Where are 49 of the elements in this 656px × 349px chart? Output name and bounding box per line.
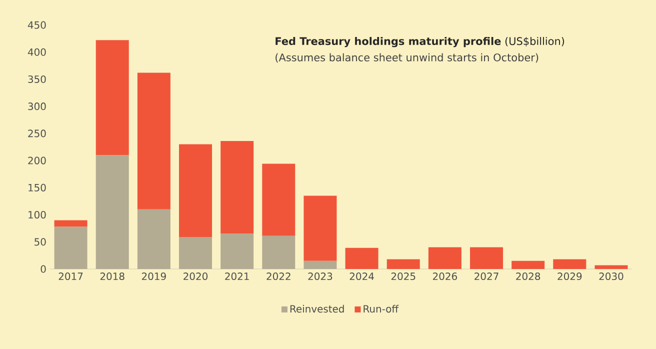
bar	[220, 141, 254, 234]
bar	[96, 40, 129, 156]
x-tick-label: 2018	[100, 272, 124, 280]
text: (Assumes balance sheet unwind starts in October)	[276, 53, 538, 63]
x-tick-label: 2020	[184, 272, 208, 280]
bar	[179, 144, 212, 238]
bar	[262, 236, 296, 269]
x-tick-label: 2027	[474, 272, 498, 280]
bar	[304, 196, 337, 261]
y-tick-label: 0	[40, 265, 46, 273]
bar	[137, 72, 170, 210]
x-tick-label: 2030	[599, 272, 624, 280]
x-tick-label: 2023	[308, 272, 332, 280]
x-tick-label: 2029	[558, 272, 582, 280]
text: Fed Treasury holdings maturity profile (US$billion)	[276, 36, 564, 48]
x-tick-label: 2024	[350, 272, 374, 280]
bar	[594, 265, 628, 269]
bar	[470, 247, 504, 269]
bar	[553, 259, 586, 269]
bar	[179, 237, 212, 269]
bar	[54, 226, 88, 269]
bar	[262, 164, 296, 236]
bar	[512, 260, 545, 269]
x-tick-label: 2028	[516, 272, 540, 280]
y-tick-label: 300	[28, 102, 46, 110]
bar	[345, 248, 378, 269]
bar	[96, 155, 129, 269]
bar	[54, 220, 88, 227]
y-tick-label: 200	[28, 156, 46, 164]
legend-label: Run-off	[364, 304, 399, 313]
bar	[220, 234, 254, 269]
bar	[428, 247, 462, 269]
x-tick-label: 2021	[225, 272, 249, 280]
x-tick-label: 2019	[142, 272, 166, 280]
legend-label: Reinvested	[290, 304, 344, 313]
x-tick-label: 2017	[58, 272, 83, 280]
x-tick-label: 2026	[432, 272, 457, 280]
x-tick-label: 2025	[391, 272, 416, 280]
y-tick-label: 150	[28, 184, 46, 192]
y-tick-label: 450	[28, 21, 46, 29]
x-tick-label: 2022	[266, 272, 290, 280]
y-tick-label: 50	[34, 238, 46, 246]
y-tick-label: 350	[28, 75, 46, 83]
y-tick-label: 250	[28, 130, 46, 138]
bar	[386, 259, 420, 269]
bar	[137, 209, 170, 269]
bar	[304, 260, 337, 269]
y-tick-label: 400	[28, 48, 46, 56]
y-tick-label: 100	[28, 210, 46, 219]
